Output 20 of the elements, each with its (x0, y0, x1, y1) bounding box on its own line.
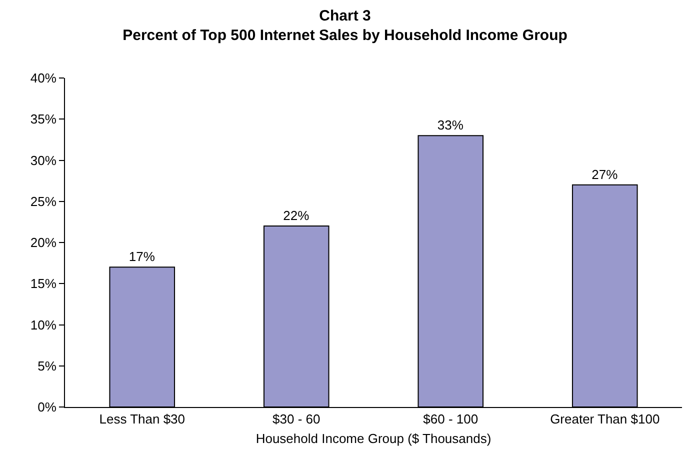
y-tick-label: 10% (30, 317, 57, 332)
x-tick-label: Less Than $30 (99, 412, 186, 427)
data-label: 33% (437, 118, 464, 133)
y-tick-label: 30% (30, 152, 57, 168)
x-tick-label: $60 - 100 (423, 412, 478, 427)
y-tick-label: 25% (30, 194, 57, 209)
y-tick-label: 40% (30, 70, 57, 86)
y-tick-label: 5% (38, 358, 57, 374)
x-tick-label: $30 - 60 (272, 412, 320, 427)
chart-subtitle: Percent of Top 500 Internet Sales by Household Income Group (122, 27, 568, 44)
data-label: 22% (283, 208, 310, 224)
y-tick-label: 15% (30, 276, 57, 292)
y-tick-label: 20% (30, 235, 57, 250)
y-tick-label: 0% (38, 400, 57, 415)
y-tick-label: 35% (30, 112, 57, 127)
data-label: 27% (592, 166, 618, 182)
data-label: 17% (128, 249, 156, 264)
x-tick-label: Greater Than $100 (550, 412, 660, 427)
chart-title: Chart 3 (319, 8, 371, 25)
x-axis-title: Household Income Group ($ Thousands) (256, 431, 492, 446)
